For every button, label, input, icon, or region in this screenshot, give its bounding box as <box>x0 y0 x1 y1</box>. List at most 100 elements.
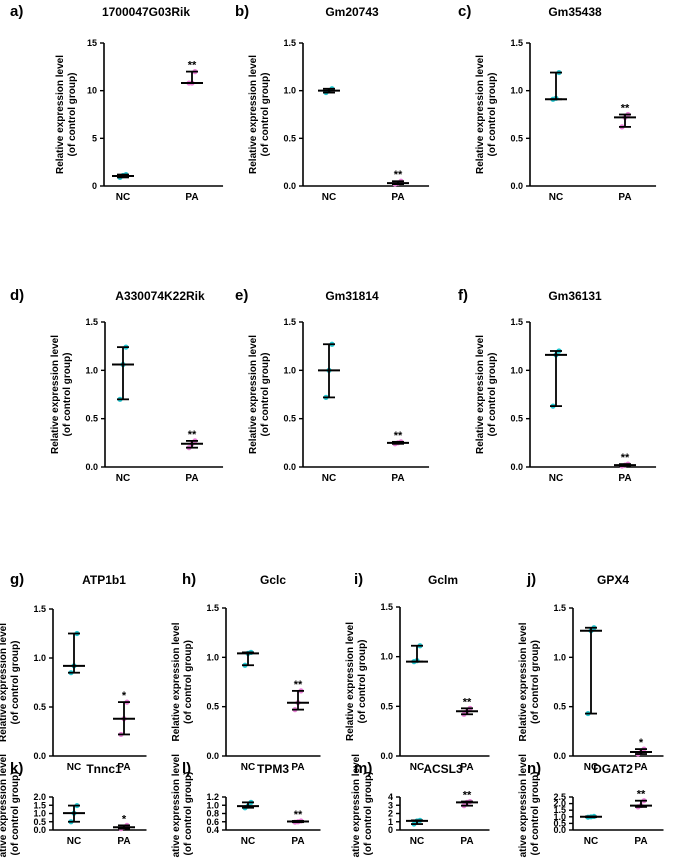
significance-marker: ** <box>621 452 630 464</box>
panel-title: Gm31814 <box>325 289 379 303</box>
y-tick-label: 0.0 <box>283 462 296 472</box>
y-tick-label: 1.5 <box>206 603 219 613</box>
x-category-label: PA <box>618 192 631 203</box>
y-tick-label: 1.0 <box>283 86 296 96</box>
y-axis-label-line2: (of control group) <box>260 73 271 157</box>
y-tick-label: 1.2 <box>206 792 219 802</box>
significance-marker: ** <box>294 809 303 821</box>
y-tick-label: 1.0 <box>85 365 98 375</box>
y-tick-label: 1.0 <box>380 652 393 662</box>
y-tick-label: 1.5 <box>33 604 46 614</box>
panel-title: 1700047G03Rik <box>102 5 190 19</box>
panel-title: ATP1b1 <box>82 573 126 587</box>
significance-marker: ** <box>188 60 197 72</box>
y-axis-label: Relative expression level(of control gro… <box>171 622 194 741</box>
y-tick-label: 0.5 <box>510 133 523 143</box>
y-axis-label-line2: (of control group) <box>62 353 73 437</box>
x-category-label: NC <box>67 836 81 847</box>
panel-label: g) <box>10 571 24 588</box>
y-axis-label-line1: Relative expression level <box>55 55 66 174</box>
y-tick-label: 2 <box>388 809 393 819</box>
panel-label: d) <box>10 287 24 304</box>
y-axis-label: Relative expression level(of control gro… <box>0 623 21 742</box>
y-tick-label: 1.5 <box>33 800 46 810</box>
y-axis-label-line1: Relative expression level <box>518 622 529 741</box>
panel-label: h) <box>182 571 196 588</box>
y-axis-label-line2: (of control group) <box>10 772 21 856</box>
panel-title: Gclc <box>260 573 286 587</box>
y-tick-label: 0.0 <box>510 462 523 472</box>
y-axis-label: Relative expression level(of control gro… <box>50 335 73 454</box>
y-tick-label: 10 <box>87 86 97 96</box>
significance-marker: ** <box>394 169 403 181</box>
y-tick-label: 0.4 <box>206 825 219 835</box>
panel-title: Gm20743 <box>325 5 379 19</box>
panel-title: TPM3 <box>257 762 289 776</box>
significance-marker: * <box>639 737 644 749</box>
y-axis-label-line1: Relative expression level <box>351 754 362 858</box>
panel-title: A330074K22Rik <box>115 289 205 303</box>
y-axis-label-line2: (of control group) <box>530 640 541 724</box>
y-tick-label: 1.5 <box>283 38 296 48</box>
y-tick-label: 2.0 <box>33 792 46 802</box>
y-tick-label: 0.0 <box>206 751 219 761</box>
panel-e: e) Gm31814 0.0 0.5 1.0 1.5 Relative expression… <box>235 287 430 484</box>
y-tick-label: 0.5 <box>33 702 46 712</box>
panel-f: f) Gm36131 0.0 0.5 1.0 1.5 Relative expression… <box>458 287 657 484</box>
x-category-label: PA <box>618 473 631 484</box>
y-tick-label: 1.0 <box>510 365 523 375</box>
x-category-label: NC <box>322 192 336 203</box>
y-tick-label: 1.0 <box>206 652 219 662</box>
panel-label: n) <box>527 760 541 777</box>
y-tick-label: 4 <box>388 792 393 802</box>
x-category-label: NC <box>116 473 130 484</box>
y-tick-label: 0.0 <box>85 462 98 472</box>
y-tick-label: 1.0 <box>206 800 219 810</box>
y-tick-label: 0.0 <box>33 825 46 835</box>
y-tick-label: 0.0 <box>380 751 393 761</box>
y-axis-label-line2: (of control group) <box>487 73 498 157</box>
x-category-label: PA <box>185 473 198 484</box>
y-tick-label: 5 <box>92 133 97 143</box>
significance-marker: ** <box>637 789 646 801</box>
y-tick-label: 2.5 <box>553 792 566 802</box>
y-tick-label: 1.0 <box>553 652 566 662</box>
y-tick-label: 1.5 <box>510 38 523 48</box>
y-axis-label-line1: Relative expression level <box>0 623 9 742</box>
x-category-label: NC <box>410 836 424 847</box>
y-tick-label: 1.5 <box>553 603 566 613</box>
significance-marker: * <box>122 690 127 702</box>
panel-h: h) Gclc 0.0 0.5 1.0 1.5 Relative expression le… <box>171 571 321 773</box>
y-axis-label-line1: Relative expression level <box>50 335 61 454</box>
y-tick-label: 0.8 <box>206 809 219 819</box>
y-tick-label: 1.0 <box>33 653 46 663</box>
y-axis-label-line1: Relative expression level <box>475 55 486 174</box>
y-tick-label: 1.0 <box>283 365 296 375</box>
y-axis-label-line1: Relative expression level <box>171 754 182 858</box>
y-tick-label: 15 <box>87 38 97 48</box>
x-category-label: NC <box>584 762 598 773</box>
x-category-label: PA <box>634 762 647 773</box>
x-category-label: NC <box>67 762 81 773</box>
y-tick-label: 0.5 <box>283 133 296 143</box>
y-axis-label: Relative expression level(of control gro… <box>55 55 78 174</box>
x-category-label: NC <box>241 762 255 773</box>
y-tick-label: 0.5 <box>33 817 46 827</box>
x-category-label: NC <box>116 192 130 203</box>
y-axis-label-line1: Relative expression level <box>0 754 9 858</box>
significance-marker: * <box>122 813 127 825</box>
panel-label: c) <box>458 3 471 20</box>
panel-title: Gm35438 <box>548 5 602 19</box>
panel-label: m) <box>354 760 372 777</box>
significance-marker: ** <box>188 429 197 441</box>
y-axis-label-line1: Relative expression level <box>518 754 529 858</box>
y-tick-label: 1.0 <box>33 809 46 819</box>
y-axis-label-line2: (of control group) <box>260 353 271 437</box>
y-axis-label-line1: Relative expression level <box>248 335 259 454</box>
panel-g: g) ATP1b1 0.0 0.5 1.0 1.5 Relative expression … <box>0 571 147 773</box>
y-tick-label: 0 <box>388 825 393 835</box>
y-tick-label: 0.0 <box>553 751 566 761</box>
y-axis-label: Relative expression level(of control gro… <box>351 754 374 858</box>
